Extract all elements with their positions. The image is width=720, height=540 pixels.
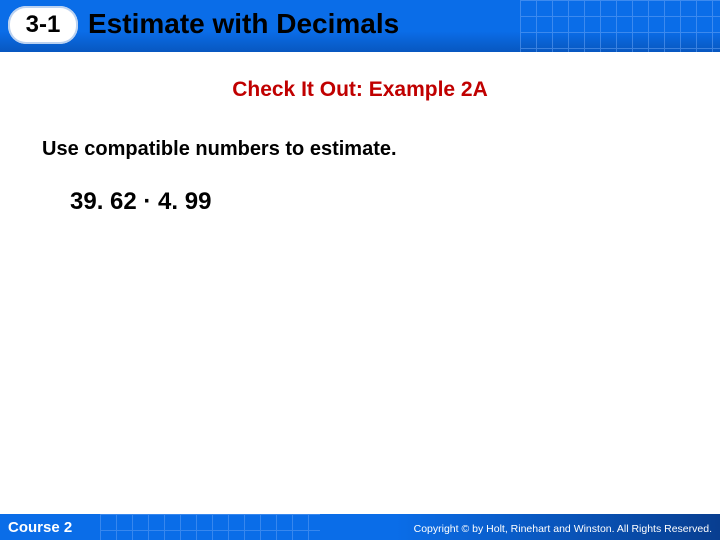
header-grid-decoration [520,0,720,52]
section-number: 3-1 [26,11,61,39]
course-label: Course 2 [8,519,72,536]
subtitle-text: Check It Out: Example 2A [232,78,488,101]
section-number-badge: 3-1 [8,6,78,44]
instruction-text: Use compatible numbers to estimate. [42,138,397,161]
page-title: Estimate with Decimals [88,8,399,40]
subtitle: Check It Out: Example 2A [0,78,720,102]
copyright-text: Copyright © by Holt, Rinehart and Winsto… [414,523,712,535]
footer-grid-decoration [100,514,320,540]
math-expression: 39. 62 · 4. 99 [70,188,211,216]
